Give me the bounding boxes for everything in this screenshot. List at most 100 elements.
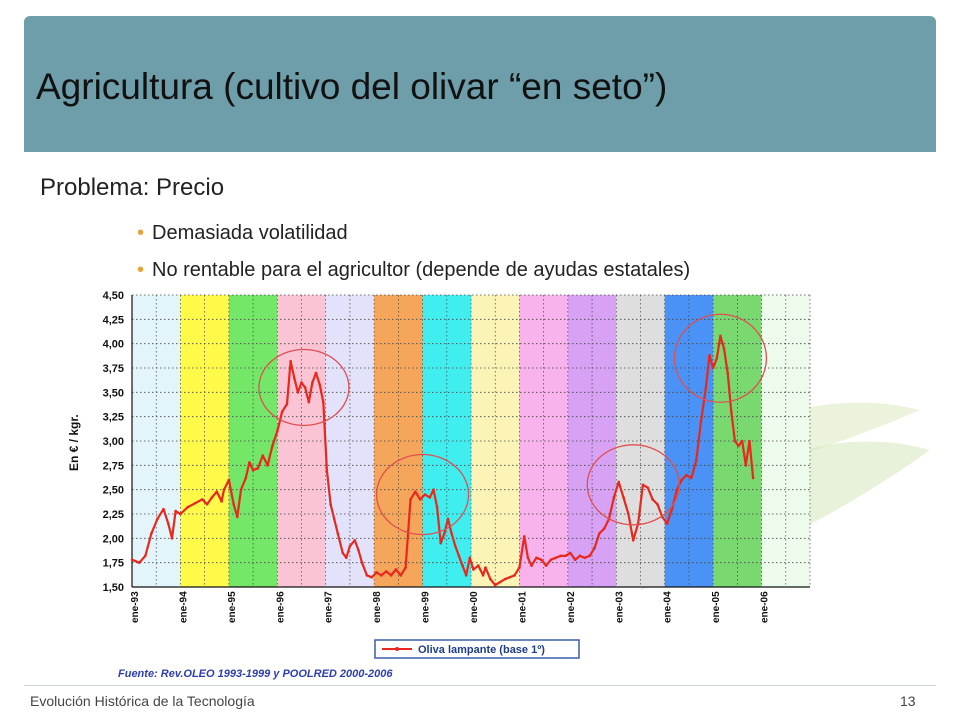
series-point: [248, 461, 251, 464]
series-point: [360, 561, 364, 564]
series-point: [737, 444, 740, 448]
x-tick-label: ene-96: [275, 591, 286, 623]
x-tick-label: ene-95: [227, 591, 238, 623]
series-point: [357, 548, 360, 552]
slide-title: Agricultura (cultivo del olivar “en seto…: [36, 66, 668, 107]
series-point: [699, 420, 703, 423]
series-point: [314, 371, 318, 375]
series-point: [311, 381, 314, 384]
series-point: [472, 568, 475, 571]
series-point: [289, 359, 292, 363]
series-point: [296, 391, 300, 394]
footer-course-title: Evolución Histórica de la Tecnología: [30, 693, 255, 709]
x-tick-label: ene-94: [178, 591, 189, 623]
series-point: [130, 558, 134, 562]
series-point: [318, 383, 321, 386]
x-tick-label: ene-06: [760, 591, 771, 623]
series-point: [715, 356, 719, 360]
series-point: [748, 439, 751, 443]
series-point: [476, 564, 480, 567]
highlight-circle: [673, 313, 768, 403]
series-point: [205, 502, 209, 506]
series-point: [493, 583, 497, 587]
y-tick-label: 1,50: [103, 582, 124, 594]
series-point: [170, 537, 174, 540]
highlight-circles: [258, 313, 768, 536]
series-point: [232, 502, 235, 506]
series-point: [341, 551, 344, 555]
x-tick-label: ene-00: [469, 591, 480, 623]
series-point: [220, 500, 223, 503]
series-point: [554, 556, 558, 560]
y-tick-label: 3,00: [103, 436, 124, 448]
series-point: [751, 476, 755, 480]
series-point: [307, 400, 311, 404]
bullet-text: Demasiada volatilidad: [152, 222, 348, 244]
series-point: [453, 544, 457, 548]
series-point: [588, 554, 591, 558]
chart-canvas: 1,50 1,75 2,00 2,25 2,50 2,75 3,00 3,25 3,50 3,75…: [67, 290, 811, 680]
series-point: [711, 366, 715, 370]
series-point: [489, 577, 492, 581]
series-point: [227, 478, 231, 482]
series-point: [484, 566, 487, 569]
series-point: [535, 556, 538, 560]
series-point: [404, 566, 407, 569]
series-point: [271, 444, 274, 448]
series-point: [285, 402, 289, 406]
series-point: [446, 517, 450, 521]
series-point: [174, 509, 177, 513]
series-point: [468, 556, 472, 560]
series-point: [389, 574, 393, 577]
series-point: [518, 566, 521, 569]
x-tick-label: ene-93: [130, 591, 141, 623]
series-point: [522, 535, 526, 538]
series-point: [353, 538, 357, 542]
series-point: [704, 386, 708, 389]
legend-label: Oliva lampante (base 1º): [418, 644, 545, 656]
y-tick-label: 2,75: [103, 460, 124, 472]
series-point: [726, 371, 729, 375]
series-point: [464, 574, 468, 577]
bullet-text: No rentable para el agricultor (depende …: [152, 259, 691, 281]
series-point: [602, 527, 606, 530]
series-point: [503, 577, 507, 581]
series-point: [414, 490, 417, 493]
x-tick-label: ene-04: [663, 591, 674, 623]
y-tick-label: 1,75: [103, 558, 124, 570]
series-point: [156, 517, 159, 521]
series-point: [244, 476, 248, 480]
series-point: [627, 512, 630, 516]
price-chart: 1,50 1,75 2,00 2,25 2,50 2,75 3,00 3,25 3,50 3,75…: [62, 287, 822, 685]
series-point: [365, 574, 369, 577]
series-point: [344, 556, 348, 560]
series-point: [598, 532, 601, 535]
series-point: [544, 564, 548, 567]
bullet-marker: •: [137, 259, 145, 281]
series-point: [336, 532, 340, 535]
series-point: [568, 551, 572, 555]
series-point: [719, 334, 722, 338]
series-point: [656, 502, 659, 506]
series-point: [708, 354, 711, 357]
footer-divider: [24, 685, 936, 686]
series-point: [646, 486, 650, 490]
series-point: [730, 410, 733, 414]
series-point: [193, 501, 197, 505]
series-point: [498, 580, 502, 584]
y-tick-label: 4,25: [103, 314, 124, 326]
series-point: [428, 496, 432, 499]
series-point: [137, 561, 141, 564]
series-point: [631, 538, 635, 542]
chart-source: Fuente: Rev.OLEO 1993-1999 y POOLRED 200…: [118, 668, 393, 680]
series-point: [256, 466, 260, 470]
series-point: [508, 575, 512, 579]
series-point: [321, 400, 325, 404]
series-point: [680, 478, 683, 482]
y-tick-label: 2,00: [103, 533, 124, 545]
x-tick-label: ene-05: [711, 591, 722, 623]
x-tick-label: ene-99: [421, 591, 432, 623]
y-tick-label: 4,50: [103, 290, 124, 302]
series-point: [461, 564, 464, 567]
series-point: [332, 517, 336, 521]
